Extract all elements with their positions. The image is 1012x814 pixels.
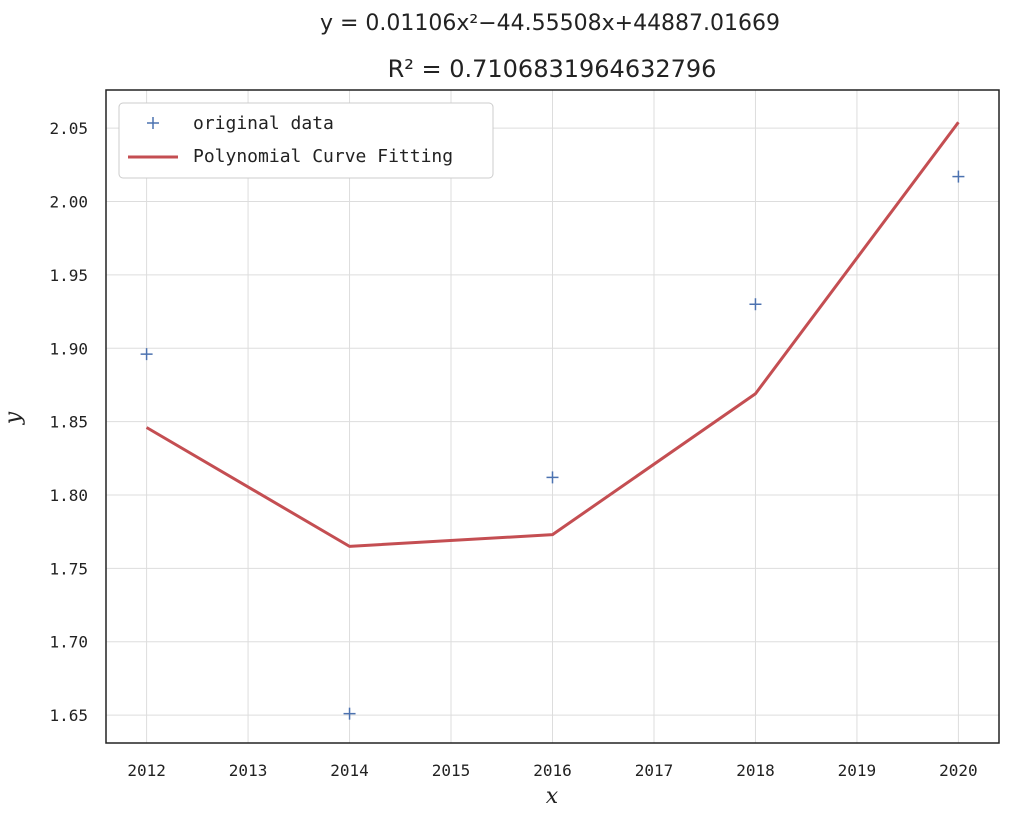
grid-lines [106,90,999,743]
y-tick-label: 2.00 [49,193,88,212]
y-tick-label: 1.65 [49,706,88,725]
y-tick-label: 2.05 [49,119,88,138]
y-tick-label: 1.80 [49,486,88,505]
x-tick-label: 2012 [127,761,166,780]
y-tick-label: 1.75 [49,559,88,578]
x-tick-label: 2014 [330,761,369,780]
legend-plus-marker [147,117,159,129]
x-axis-label: x [546,784,559,809]
x-tick-label: 2020 [939,761,978,780]
x-tick-labels: 2012 2013 2014 2015 2016 2017 2018 2019 2020 [127,761,977,780]
data-point-marker [343,707,356,720]
data-point-marker [749,298,762,311]
y-tick-label: 1.95 [49,266,88,285]
chart-title-r-squared: R² = 0.7106831964632796 [388,55,717,83]
y-tick-labels: 1.65 1.70 1.75 1.80 1.85 1.90 1.95 2.00 2.05 [49,119,88,725]
plot-series [140,121,965,720]
legend: original data Polynomial Curve Fitting [118,102,494,179]
x-tick-label: 2016 [533,761,572,780]
plot-frame [105,89,1000,744]
x-tick-label: 2019 [838,761,877,780]
y-tick-label: 1.70 [49,633,88,652]
legend-label: Polynomial Curve Fitting [193,146,453,167]
y-tick-label: 1.85 [49,413,88,432]
y-tick-label: 1.90 [49,339,88,358]
chart-title-equation: y = 0.01106x²−44.55508x+44887.01669 [320,11,780,36]
data-point-marker [140,348,153,361]
fit-curve-line [145,121,960,548]
legend-item: original data [147,113,334,134]
x-tick-label: 2015 [432,761,471,780]
legend-item: Polynomial Curve Fitting [128,146,453,167]
legend-box [118,102,494,179]
x-tick-label: 2017 [635,761,674,780]
x-tick-label: 2013 [229,761,268,780]
data-point-marker [546,471,559,484]
y-axis-label: y [1,411,26,425]
x-tick-label: 2018 [736,761,775,780]
legend-label: original data [193,113,334,134]
data-point-marker [952,170,965,183]
